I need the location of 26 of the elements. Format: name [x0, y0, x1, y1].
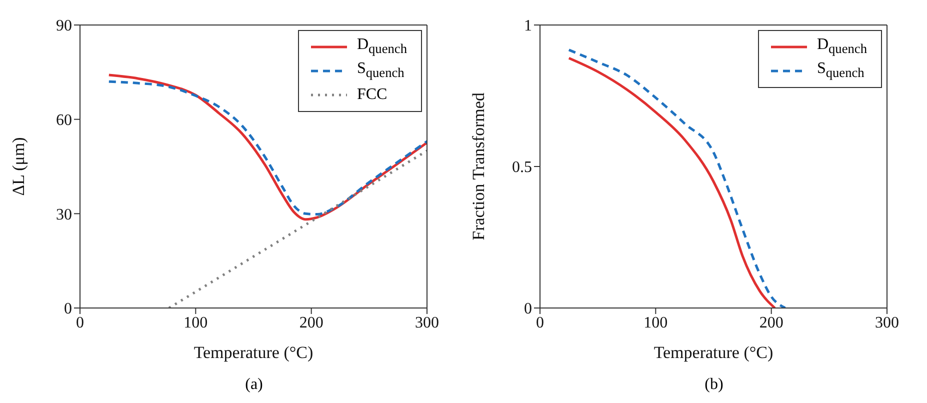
legend-label: D$_{quench}$ [816, 36, 867, 58]
text: (a) [244, 376, 264, 394]
legend-label: FCC [356, 86, 388, 104]
y-tick-label: 90 [56, 18, 72, 35]
x-tick-label: 100 [644, 314, 668, 332]
x-tick-label: 0 [536, 314, 544, 332]
text: (b) [704, 376, 724, 394]
x-tick-label: 300 [875, 314, 899, 332]
x-tick-label: 100 [184, 314, 208, 332]
y-tick-label: 0 [524, 300, 532, 318]
x-tick-label: 300 [415, 314, 439, 332]
y-tick-label: 0 [64, 300, 72, 318]
legend-label: S$_{quench}$ [816, 60, 864, 82]
legend-label: S$_{quench}$ [356, 60, 404, 82]
y-tick-label: 30 [56, 206, 72, 224]
x-tick-label: 0 [76, 314, 84, 332]
y-axis-title: ΔL (μm) [9, 137, 28, 196]
x-axis-title: Temperature (°C) [194, 343, 314, 362]
y-tick-label: 60 [56, 112, 72, 130]
x-axis-title: Temperature (°C) [654, 343, 774, 362]
x-tick-label: 200 [759, 314, 784, 332]
y-axis-title: Fraction Transformed [469, 92, 488, 240]
y-tick-label: 0.5 [512, 159, 532, 176]
x-tick-label: 200 [299, 314, 324, 332]
legend-label: D$_{quench}$ [356, 36, 407, 58]
y-tick-label: 1 [524, 18, 532, 35]
